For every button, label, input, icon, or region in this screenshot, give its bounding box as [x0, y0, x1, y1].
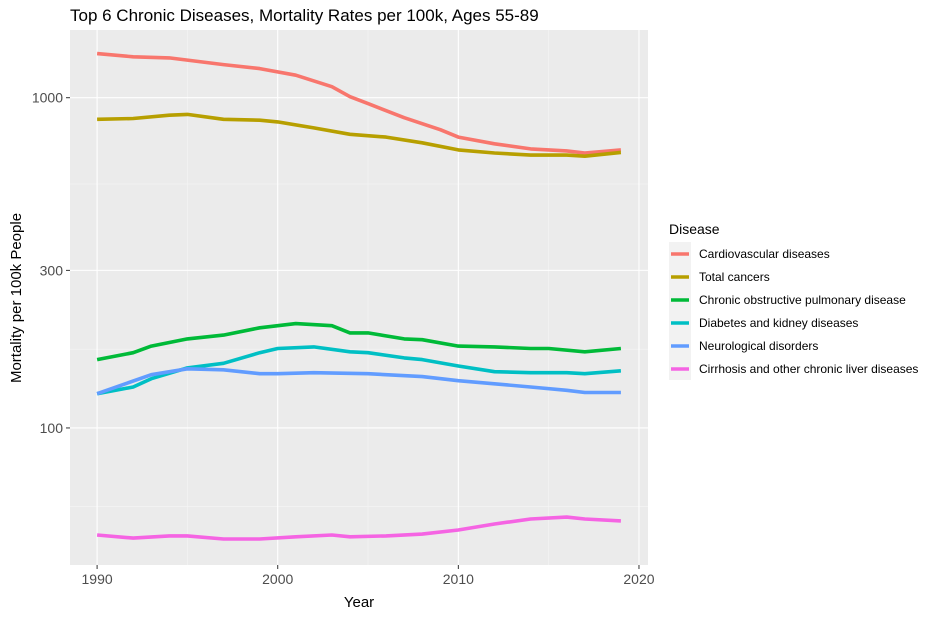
plot-panel — [70, 30, 648, 565]
legend-label: Cirrhosis and other chronic liver diseas… — [699, 362, 918, 376]
chart-title: Top 6 Chronic Diseases, Mortality Rates … — [70, 6, 539, 25]
y-tick-label: 100 — [40, 420, 64, 436]
series-line-6 — [96, 515, 621, 541]
legend-label: Total cancers — [699, 270, 770, 284]
x-axis-label: Year — [344, 594, 374, 611]
series-lines — [96, 51, 622, 541]
legend-label: Chronic obstructive pulmonary disease — [699, 293, 906, 307]
x-tick-label: 2000 — [262, 571, 293, 587]
legend-label: Diabetes and kidney diseases — [699, 316, 858, 330]
legend: Disease Cardiovascular diseases Total can… — [669, 221, 918, 380]
series-line-1 — [96, 51, 622, 155]
legend-label: Cardiovascular diseases — [699, 247, 830, 261]
legend-title: Disease — [669, 221, 720, 237]
y-axis-label: Mortality per 100k People — [8, 213, 25, 383]
x-tick-label: 2010 — [443, 571, 474, 587]
x-axis: 1990 2000 2010 2020 — [82, 565, 655, 587]
x-tick-label: 2020 — [623, 571, 654, 587]
series-line-2 — [97, 112, 622, 158]
y-tick-label: 300 — [40, 262, 64, 278]
x-tick-label: 1990 — [82, 571, 113, 587]
y-tick-label: 1000 — [32, 90, 63, 106]
series-line-3 — [96, 321, 622, 362]
legend-label: Neurological disorders — [699, 339, 818, 353]
gridlines — [70, 30, 648, 565]
series-line-5 — [96, 366, 621, 396]
y-axis: 100 300 1000 — [32, 90, 70, 436]
legend-key-background — [669, 242, 691, 380]
